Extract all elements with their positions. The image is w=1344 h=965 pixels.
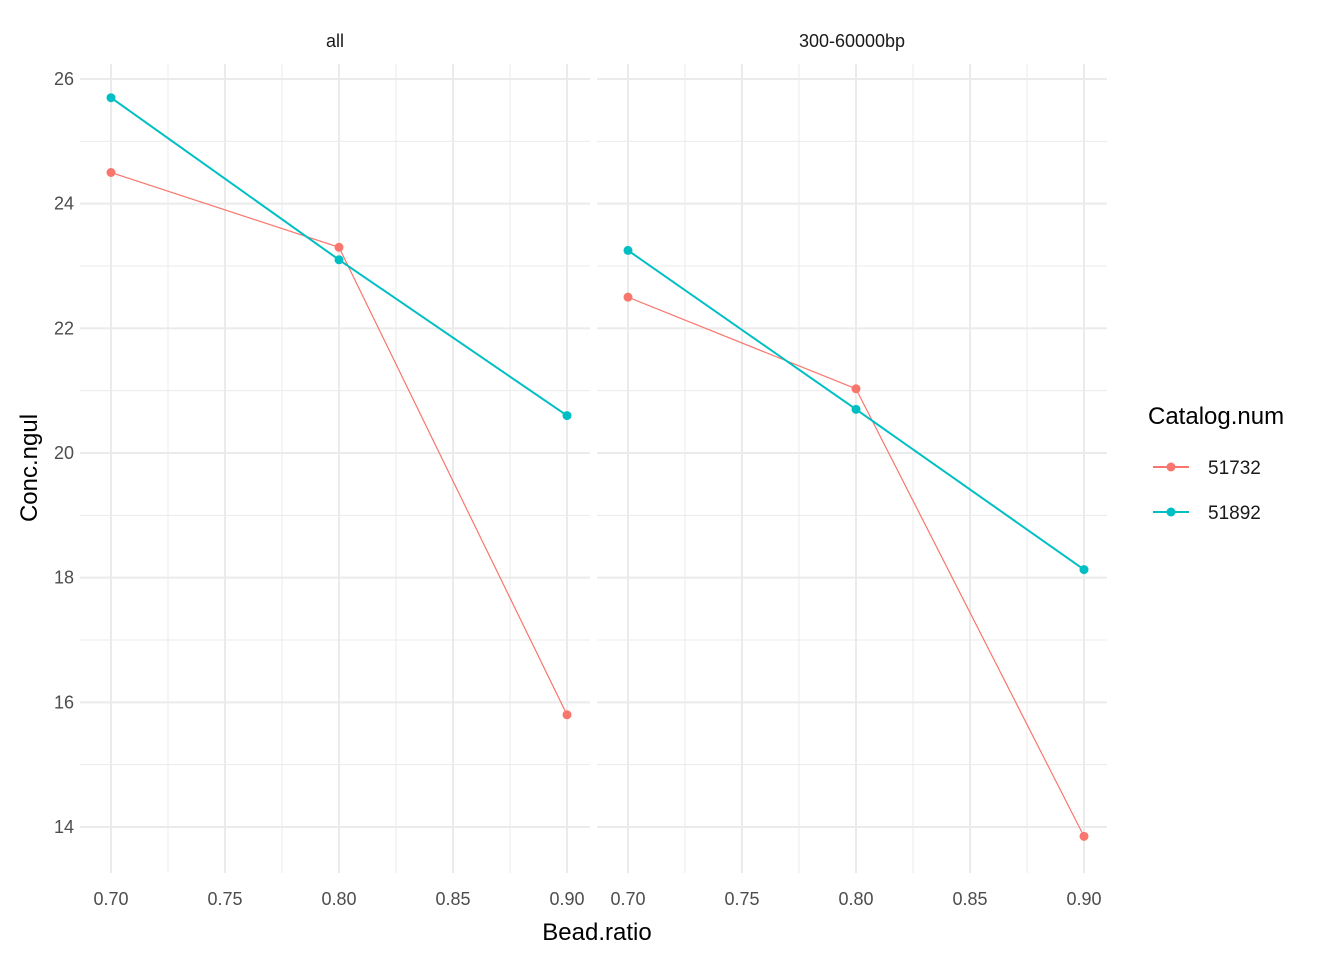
x-tick-label: 0.70 — [610, 889, 645, 909]
facet-title: 300-60000bp — [799, 31, 905, 51]
y-tick-label: 26 — [54, 69, 74, 89]
x-axis-title: Bead.ratio — [542, 919, 651, 946]
y-tick-label: 22 — [54, 318, 74, 338]
data-point-51892 — [623, 245, 633, 255]
x-tick-label: 0.85 — [952, 889, 987, 909]
y-tick-label: 24 — [54, 194, 74, 214]
y-tick-label: 16 — [54, 692, 74, 712]
x-tick-label: 0.85 — [435, 889, 470, 909]
x-tick-label: 0.90 — [549, 889, 584, 909]
legend-title: Catalog.num — [1148, 403, 1284, 430]
y-tick-label: 14 — [54, 817, 74, 837]
x-tick-label: 0.80 — [321, 889, 356, 909]
facet-title: all — [326, 31, 344, 51]
x-tick-label: 0.75 — [207, 889, 242, 909]
legend-key-point-51732 — [1166, 462, 1176, 472]
data-point-51892 — [562, 411, 572, 421]
data-point-51892 — [106, 93, 116, 103]
data-point-51732 — [851, 384, 861, 394]
data-point-51732 — [1079, 831, 1089, 841]
x-tick-label: 0.90 — [1066, 889, 1101, 909]
legend-key-point-51892 — [1166, 507, 1176, 517]
x-tick-label: 0.70 — [93, 889, 128, 909]
legend-label-51732: 51732 — [1208, 458, 1261, 479]
data-point-51892 — [1079, 565, 1089, 575]
y-axis-title: Conc.ngul — [16, 414, 43, 522]
x-tick-label: 0.75 — [724, 889, 759, 909]
data-point-51732 — [562, 710, 572, 720]
data-point-51892 — [851, 404, 861, 414]
data-point-51892 — [334, 255, 344, 265]
data-point-51732 — [334, 242, 344, 252]
x-tick-label: 0.80 — [838, 889, 873, 909]
data-point-51732 — [623, 292, 633, 302]
y-tick-label: 18 — [54, 568, 74, 588]
y-tick-label: 20 — [54, 443, 74, 463]
data-point-51732 — [106, 168, 116, 177]
legend-label-51892: 51892 — [1208, 503, 1261, 524]
